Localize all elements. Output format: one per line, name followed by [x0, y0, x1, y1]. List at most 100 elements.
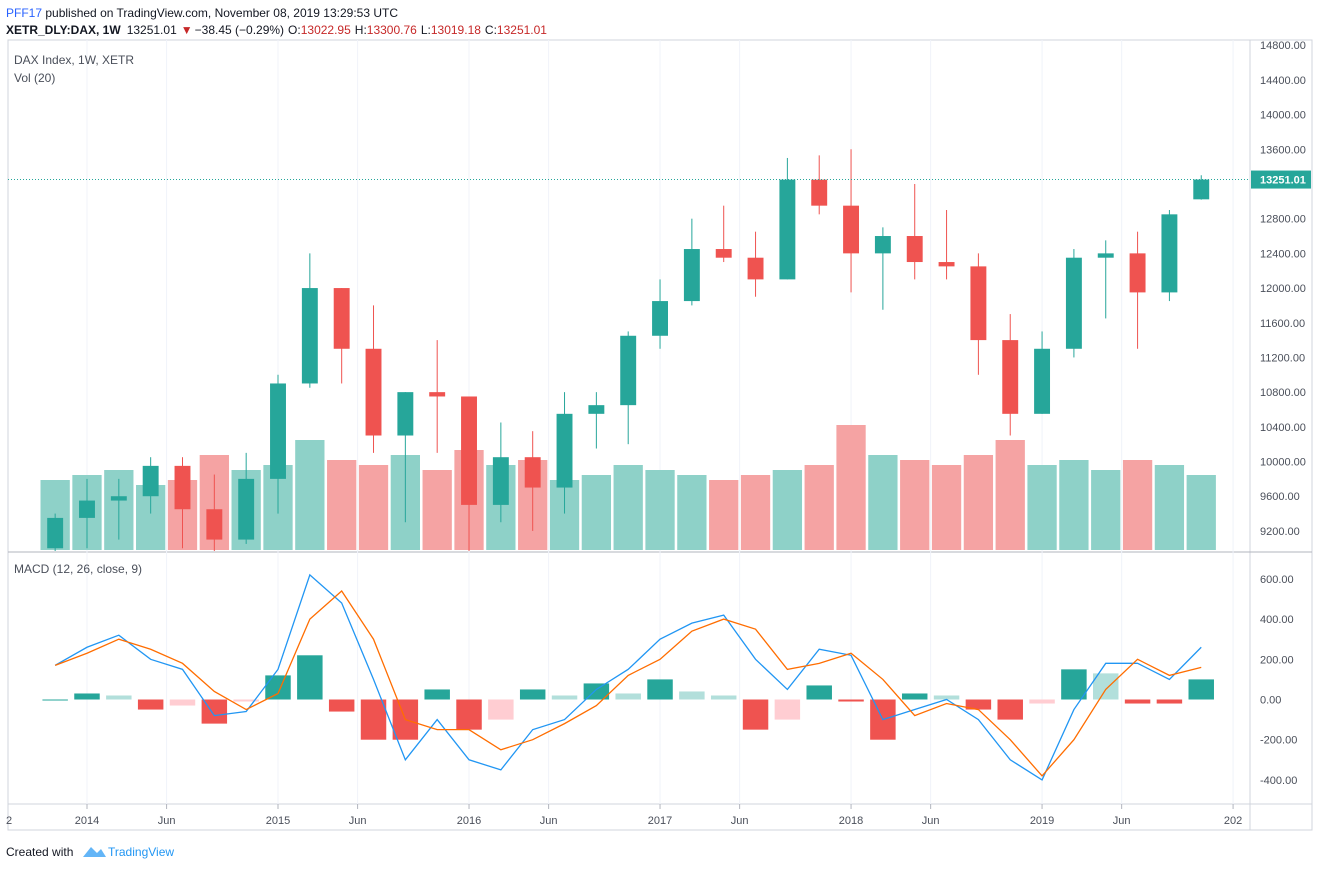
- volume-bar: [327, 460, 357, 550]
- histogram-bar: [901, 693, 928, 700]
- x-tick-label: Jun: [922, 815, 940, 827]
- histogram-bar: [424, 689, 450, 700]
- header-line-1: PFF17 published on TradingView.com, Nove…: [6, 6, 398, 20]
- last-price-label: 13251.01: [1260, 175, 1306, 187]
- axes: 9200.00 9600.00 10000.00 10400.00 10800.00 11…: [6, 40, 1311, 827]
- histogram-bar: [488, 699, 514, 720]
- last-price-box: [1251, 170, 1311, 189]
- histogram-bar: [74, 693, 100, 700]
- histogram-bar: [233, 699, 259, 702]
- histogram-bar: [106, 695, 132, 700]
- y-tick-label: 9200.00: [1260, 526, 1300, 538]
- x-tick-label: 2019: [1030, 815, 1054, 827]
- histogram-bar: [360, 699, 387, 740]
- histogram-bar: [169, 699, 196, 706]
- volume-bar: [836, 425, 866, 550]
- ohlc-label: L:: [421, 23, 431, 37]
- candle-body: [1193, 179, 1210, 200]
- histogram-bar: [42, 699, 68, 701]
- histogram-bar: [710, 695, 737, 700]
- footer-text: Created with: [6, 845, 73, 859]
- volume-bar: [740, 475, 771, 550]
- histogram-bar: [328, 699, 355, 712]
- x-tick-label: Jun: [731, 815, 749, 827]
- y-tick-label: 12800.00: [1260, 214, 1306, 226]
- histogram-bar: [615, 693, 641, 700]
- x-tick-label: 2015: [266, 815, 290, 827]
- x-tick-label: Jun: [540, 815, 558, 827]
- y-tick-label: 11600.00: [1260, 318, 1305, 330]
- x-tick-label: 2017: [648, 815, 672, 827]
- candle-body: [492, 457, 509, 505]
- ohlc-value: 13022.95: [301, 23, 351, 37]
- volume: [40, 425, 1216, 550]
- volume-bar: [1122, 460, 1153, 550]
- y-tick-label: 9600.00: [1260, 491, 1300, 503]
- volume-title: Vol (20): [14, 71, 55, 85]
- histogram-bar: [647, 679, 673, 700]
- volume-bar: [1186, 475, 1216, 550]
- y-tick-label: -400.00: [1260, 775, 1297, 787]
- signal-line: [54, 589, 1202, 777]
- histogram-bar: [933, 695, 960, 700]
- author[interactable]: PFF17: [6, 6, 42, 20]
- y-tick-label: 12000.00: [1260, 283, 1306, 295]
- histogram-bar: [551, 695, 578, 700]
- candle-body: [461, 396, 477, 505]
- x-tick-label: Jun: [158, 815, 176, 827]
- candle-body: [874, 236, 891, 254]
- ohlc-value: 13019.18: [431, 23, 481, 37]
- candle-body: [811, 179, 828, 206]
- volume-bar: [900, 460, 930, 550]
- candle-body: [1065, 257, 1082, 349]
- histogram-bar: [137, 699, 164, 710]
- volume-bar: [613, 465, 643, 550]
- y-tick-label: 11200.00: [1260, 352, 1305, 364]
- volume-bar: [709, 480, 739, 550]
- candle-body: [1097, 253, 1114, 258]
- candle-body: [779, 179, 796, 280]
- histogram-bar: [742, 699, 769, 730]
- x-tick-label: 2018: [839, 815, 863, 827]
- histogram-bar: [1124, 699, 1151, 704]
- header-line-2: XETR_DLY:DAX, 1W 13251.01 ▼ −38.45 (−0.29%)…: [6, 23, 547, 37]
- candle-body: [301, 288, 318, 384]
- y-tick-label: 0.00: [1260, 695, 1281, 707]
- macd-title: MACD (12, 26, close, 9): [14, 562, 142, 576]
- macd-line: [54, 573, 1202, 781]
- volume-bar: [1154, 465, 1185, 550]
- candle-body: [652, 301, 668, 336]
- histogram-bar: [965, 699, 992, 710]
- histogram-bar: [679, 691, 705, 700]
- candle-body: [79, 500, 95, 518]
- volume-bar: [868, 455, 898, 550]
- volume-bar: [804, 465, 834, 550]
- histogram-bar: [519, 689, 546, 700]
- x-tick-label: 202: [1224, 815, 1242, 827]
- histogram-bar: [1188, 679, 1214, 700]
- candle-body: [206, 509, 223, 540]
- footer: Created with TradingView: [6, 845, 174, 859]
- candle-body: [333, 288, 350, 349]
- candle-body: [47, 517, 64, 549]
- candle-body: [620, 335, 637, 406]
- x-tick-label: 2014: [75, 815, 99, 827]
- histogram-bar: [838, 699, 864, 702]
- candle-body: [747, 257, 764, 280]
- histogram-bar: [1156, 699, 1183, 704]
- histogram-bar: [806, 685, 832, 700]
- ohlc-value: 13300.76: [367, 23, 417, 37]
- logo: [83, 847, 106, 857]
- volume-bar: [1059, 460, 1089, 550]
- candle-body: [1129, 253, 1146, 293]
- published: published on TradingView.com, November 0…: [45, 6, 398, 20]
- grid: [86, 40, 1234, 804]
- histogram-bar: [997, 699, 1023, 720]
- x-tick-label: Jun: [349, 815, 367, 827]
- volume-bar: [295, 440, 325, 550]
- candle-body: [238, 478, 255, 540]
- footer-brand[interactable]: TradingView: [108, 845, 174, 859]
- y-tick-label: 14400.00: [1260, 75, 1306, 87]
- histogram-bar: [1029, 699, 1055, 704]
